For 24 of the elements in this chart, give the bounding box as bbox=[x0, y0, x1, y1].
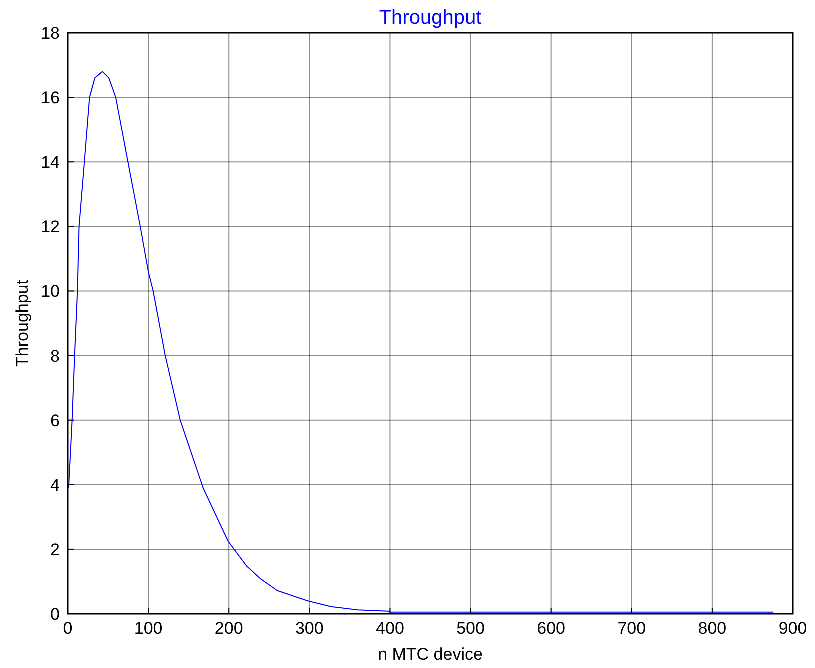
y-tick-label: 2 bbox=[50, 540, 60, 560]
x-tick-label: 0 bbox=[63, 619, 73, 638]
y-tick-label: 0 bbox=[50, 605, 60, 624]
x-tick-label: 300 bbox=[295, 619, 324, 638]
y-axis-title: Throughput bbox=[13, 280, 32, 367]
y-tick-label: 12 bbox=[41, 218, 60, 237]
y-tick-label: 10 bbox=[41, 282, 60, 302]
y-tick-label: 4 bbox=[50, 476, 60, 495]
x-tick-label: 600 bbox=[537, 619, 566, 638]
y-tick-label: 14 bbox=[41, 153, 60, 172]
line-series bbox=[68, 71, 774, 613]
x-tick-label: 700 bbox=[618, 619, 646, 638]
x-tick-label: 900 bbox=[778, 619, 808, 638]
x-tick-label: 500 bbox=[456, 619, 485, 638]
y-tick-label: 18 bbox=[41, 24, 60, 43]
x-axis-title: n MTC device bbox=[378, 645, 483, 664]
chart-title: Throughput bbox=[379, 7, 482, 29]
y-tick-label: 8 bbox=[50, 346, 60, 366]
x-tick-label: 200 bbox=[214, 619, 244, 638]
x-tick-label: 400 bbox=[376, 619, 404, 638]
x-tick-label: 800 bbox=[698, 619, 727, 638]
y-tick-label: 16 bbox=[41, 88, 60, 108]
x-tick-label: 100 bbox=[134, 619, 163, 638]
y-tick-label: 6 bbox=[50, 411, 60, 430]
